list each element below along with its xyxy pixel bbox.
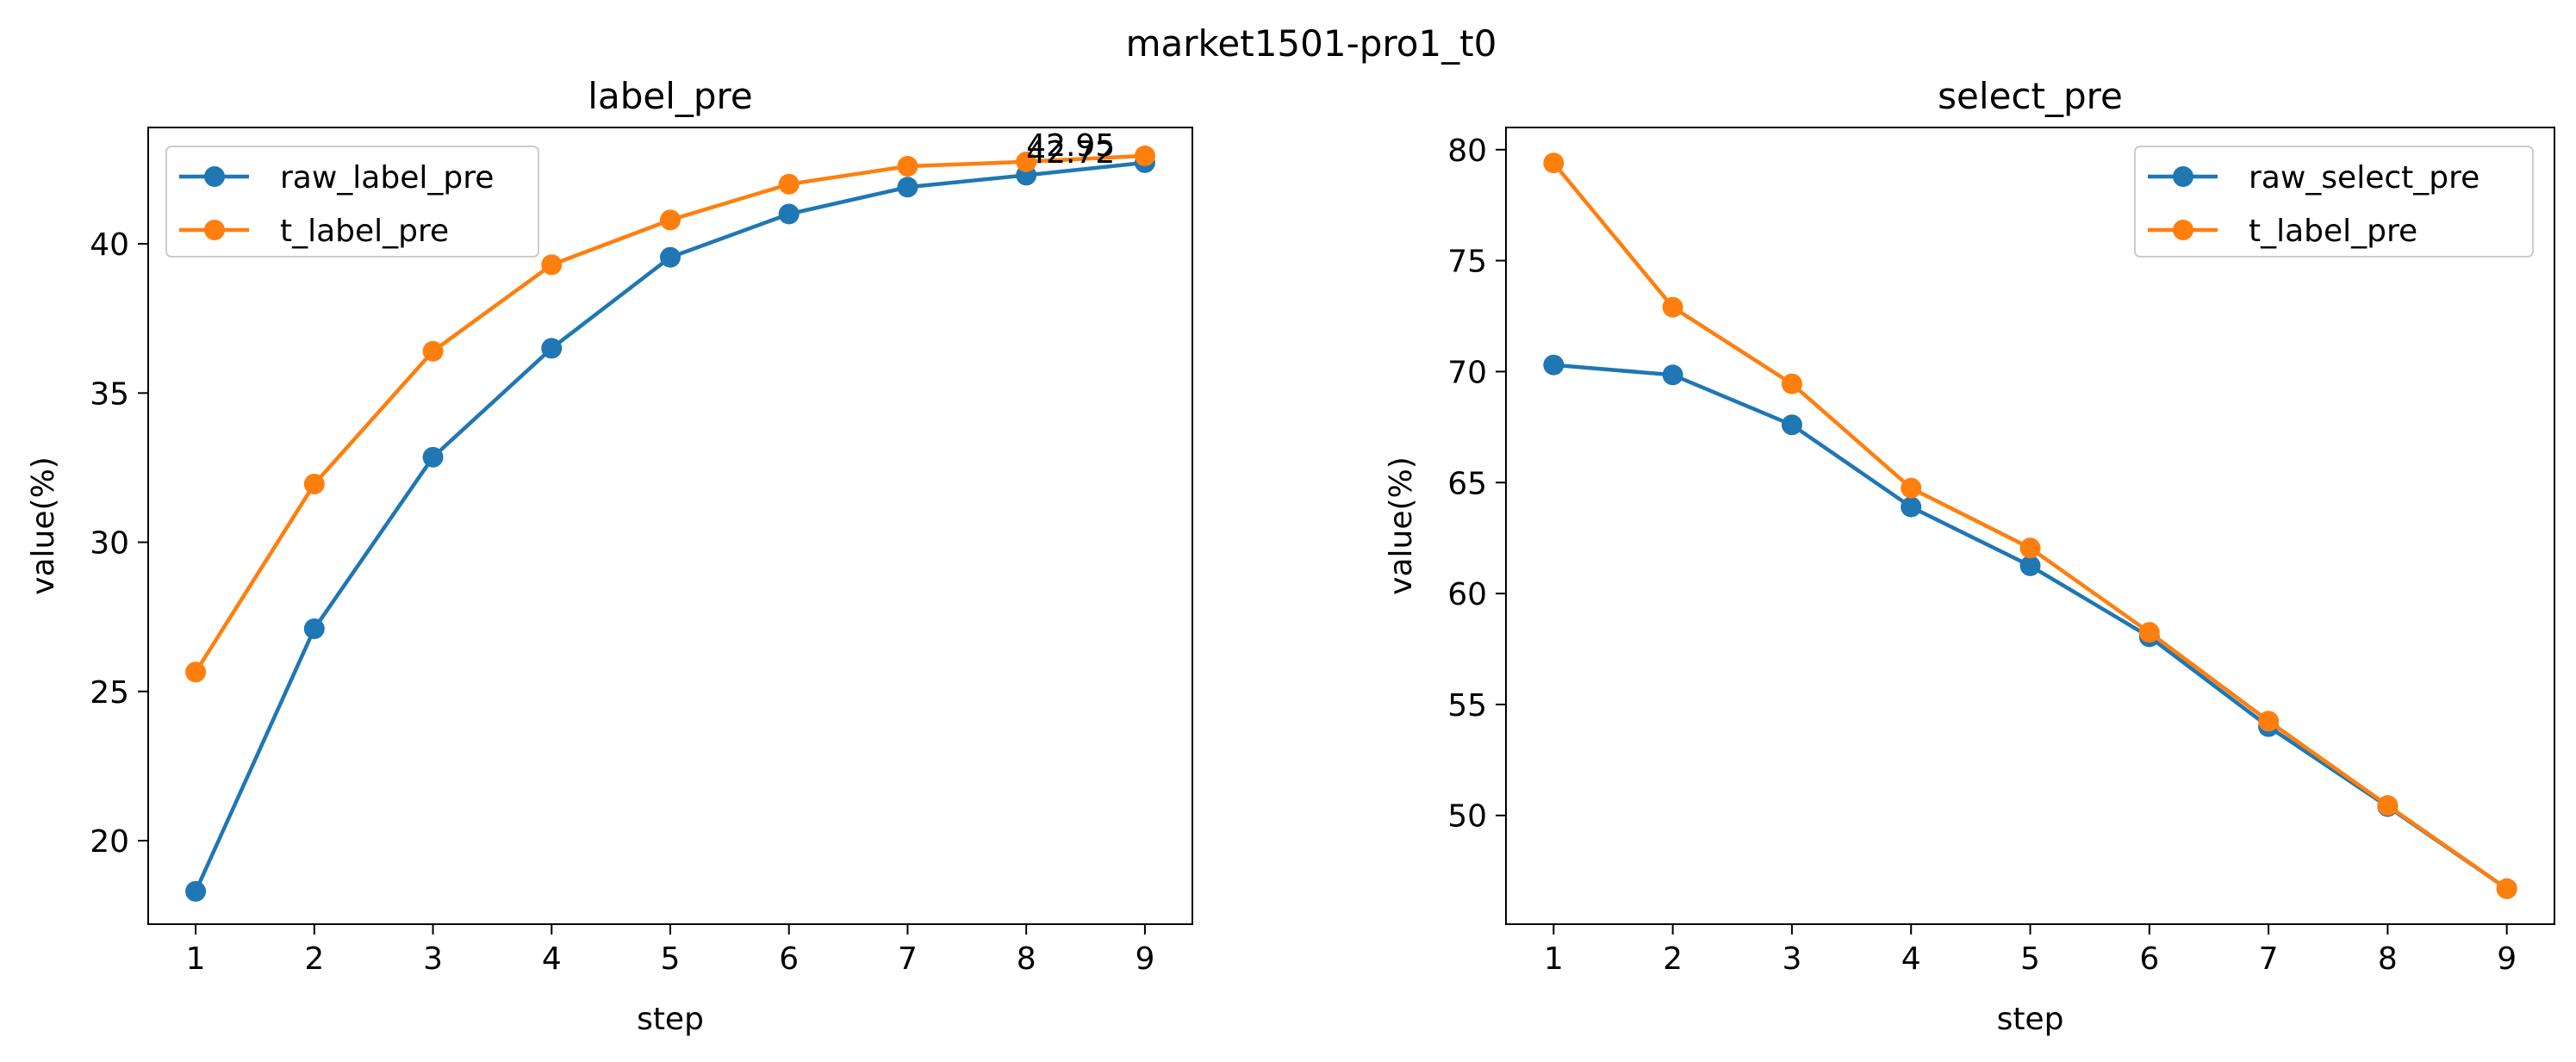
legend: raw_label_pre t_label_pre	[165, 146, 539, 258]
y-tick-label: 70	[1447, 355, 1487, 390]
legend-swatch-marker	[2173, 166, 2193, 187]
axes-title: label_pre	[588, 75, 752, 117]
legend-swatch-marker	[204, 220, 225, 240]
y-tick-label: 25	[90, 675, 129, 711]
y-tick-label: 80	[1447, 134, 1487, 169]
x-tick-label: 3	[1782, 941, 1801, 977]
y-tick-label: 50	[1447, 799, 1487, 835]
x-tick-label: 4	[542, 941, 562, 977]
y-axis-label: value(%)	[26, 456, 61, 595]
data-point	[660, 246, 681, 268]
legend-entry-label: raw_select_pre	[2249, 160, 2480, 196]
legend-entry-label: t_label_pre	[2249, 214, 2417, 249]
data-point	[1662, 364, 1683, 386]
x-tick-label: 8	[2378, 941, 2398, 977]
data-point	[303, 618, 325, 640]
data-point	[660, 209, 681, 231]
y-tick-label: 65	[1447, 466, 1487, 501]
y-axis-label: value(%)	[1384, 456, 1419, 595]
data-point	[1901, 496, 1922, 518]
data-point	[422, 340, 444, 362]
data-point	[1781, 373, 1802, 394]
x-tick-label: 5	[2020, 941, 2040, 977]
data-point	[2019, 555, 2041, 576]
y-tick-label: 55	[1447, 688, 1487, 724]
series-t_label_pre	[185, 145, 1155, 683]
data-annotation: 42.95	[1026, 128, 1115, 164]
data-point	[541, 338, 563, 359]
data-point	[303, 473, 325, 494]
x-tick-label: 5	[661, 941, 681, 977]
x-axis-label: step	[1997, 1002, 2064, 1037]
y-tick-label: 20	[90, 824, 129, 860]
data-point	[897, 156, 918, 177]
x-tick-label: 6	[779, 941, 799, 977]
data-point	[778, 203, 800, 225]
series-raw_label_pre	[185, 152, 1155, 902]
data-point	[1781, 414, 1802, 436]
data-point	[2377, 795, 2399, 817]
axes-frame	[147, 127, 1193, 925]
x-tick-label: 1	[1544, 941, 1564, 977]
data-point	[2496, 878, 2517, 899]
data-point	[541, 254, 563, 276]
y-tick-label: 60	[1447, 577, 1487, 612]
data-point	[2258, 711, 2280, 732]
x-tick-label: 9	[2497, 941, 2517, 977]
x-tick-label: 3	[423, 941, 443, 977]
x-tick-label: 7	[898, 941, 918, 977]
data-point	[1662, 296, 1683, 318]
y-tick-label: 75	[1447, 245, 1487, 280]
legend-entry-label: raw_label_pre	[280, 160, 494, 196]
data-point	[1134, 145, 1155, 166]
x-tick-label: 6	[2139, 941, 2159, 977]
axes-label-pre: label_pre 1 2 3 4 5 6 7 8 9 20 25 30 35 40 step value(%)…	[26, 75, 1193, 1037]
legend-box	[165, 146, 539, 258]
x-tick-label: 1	[186, 941, 206, 977]
data-point	[185, 880, 207, 902]
x-tick-label: 2	[304, 941, 324, 977]
data-point	[185, 661, 207, 683]
data-point	[1543, 354, 1565, 376]
legend-box	[2134, 146, 2534, 258]
legend-swatch-marker	[2173, 220, 2193, 240]
figure-suptitle: market1501-pro1_t0	[1126, 22, 1497, 65]
y-tick-label: 40	[90, 227, 129, 263]
legend-swatch-marker	[204, 166, 225, 187]
axes-select-pre: select_pre 1 2 3 4 5 6 7 8 9 50 55 60 65 70 75 80 step val…	[1384, 75, 2555, 1037]
x-tick-label: 7	[2259, 941, 2279, 977]
data-annotation: 42.72	[1026, 135, 1115, 171]
axes-frame	[1505, 127, 2555, 925]
data-point	[2138, 622, 2160, 643]
data-point	[422, 446, 444, 468]
series-t_label_pre	[1543, 152, 2517, 899]
data-point	[2019, 537, 2041, 559]
data-point	[897, 177, 918, 198]
x-axis-label: step	[637, 1002, 704, 1037]
y-tick-label: 35	[90, 376, 129, 412]
x-tick-label: 8	[1017, 941, 1036, 977]
x-tick-label: 9	[1135, 941, 1154, 977]
data-point	[1543, 152, 1565, 174]
y-tick-label: 30	[90, 526, 129, 562]
x-tick-label: 2	[1663, 941, 1683, 977]
data-point	[778, 173, 800, 195]
data-point	[1901, 477, 1922, 499]
legend-entry-label: t_label_pre	[280, 214, 449, 249]
x-tick-label: 4	[1901, 941, 1921, 977]
data-point	[1016, 151, 1037, 172]
legend: raw_select_pre t_label_pre	[2134, 146, 2534, 258]
axes-title: select_pre	[1938, 75, 2123, 117]
